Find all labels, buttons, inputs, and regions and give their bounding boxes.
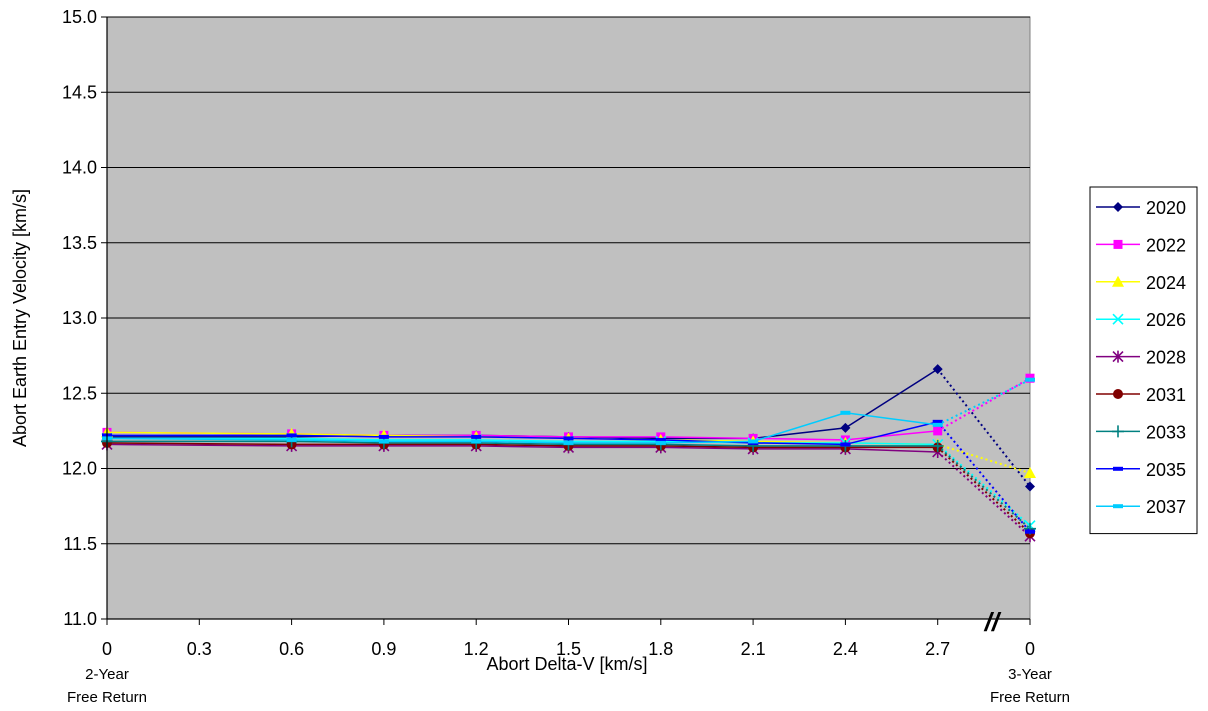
- legend-entry: 2037: [1096, 497, 1186, 517]
- legend-marker: [1113, 504, 1123, 509]
- legend-entry: 2033: [1096, 422, 1186, 442]
- x-tick-label: 0: [102, 639, 112, 659]
- y-tick-label: 11.0: [63, 609, 97, 629]
- series-dotted-segment: [937, 446, 1031, 534]
- legend-marker: [1113, 389, 1123, 399]
- legend-label: 2035: [1146, 460, 1186, 480]
- data-point: [1025, 481, 1035, 492]
- data-point: [933, 426, 943, 436]
- data-point: [840, 442, 851, 447]
- y-tick-label: 11.5: [63, 534, 97, 554]
- data-point: [931, 439, 944, 452]
- y-tick-label: 13.0: [62, 308, 97, 328]
- legend-label: 2026: [1146, 310, 1186, 330]
- legend-label: 2020: [1146, 198, 1186, 218]
- data-point: [840, 422, 851, 433]
- data-point: [1025, 529, 1035, 534]
- y-axis-label: Abort Earth Entry Velocity [km/s]: [10, 189, 30, 447]
- data-point: [840, 410, 851, 415]
- gridlines: [107, 16, 1030, 545]
- data-point: [563, 440, 574, 445]
- x-tick-label: 1.8: [648, 639, 673, 659]
- legend-entry: 2028: [1096, 348, 1186, 368]
- data-point: [1024, 467, 1036, 479]
- axis-break-symbol: //: [984, 607, 1002, 637]
- data-point: [655, 440, 666, 445]
- x-tick-label: 0.3: [187, 639, 212, 659]
- legend-entry: 2022: [1096, 235, 1186, 255]
- y-tick-label: 12.5: [62, 383, 97, 403]
- x-tick-label: 1.2: [464, 639, 489, 659]
- y-tick-label: 12.0: [62, 459, 97, 479]
- x-tick-label: 0: [1025, 639, 1035, 659]
- x-category-note: Free Return: [67, 689, 147, 706]
- legend-marker: [1112, 313, 1124, 325]
- series-2037: [102, 377, 1035, 445]
- x-tick-label: 2.4: [833, 639, 858, 659]
- legend-entry: 2026: [1096, 310, 1186, 330]
- legend-entry: 2020: [1096, 198, 1186, 218]
- legend-marker: [1113, 239, 1123, 249]
- legend-marker: [1113, 202, 1123, 212]
- legend: 2020 2022 2024 2026 2028 2031 2033 2035 2037: [1089, 186, 1198, 535]
- y-tick-label: 14.5: [62, 82, 97, 102]
- data-point: [563, 436, 574, 441]
- legend-marker: [1112, 425, 1124, 438]
- x-tick-label: 2.1: [741, 639, 766, 659]
- y-tick-label: 15.0: [62, 7, 97, 27]
- series-dotted-segment: [937, 445, 1031, 530]
- data-point: [286, 433, 297, 438]
- x-tick-label: 2.7: [925, 639, 950, 659]
- series-dotted-segment: [937, 451, 1031, 537]
- x-category-note: 3-Year: [1008, 666, 1052, 683]
- data-point: [286, 437, 297, 442]
- legend-label: 2022: [1146, 235, 1186, 255]
- x-tick-label: 0.9: [371, 639, 396, 659]
- legend-label: 2028: [1146, 348, 1186, 368]
- data-point: [378, 434, 389, 439]
- legend-entry: 2035: [1096, 460, 1186, 480]
- series-lines: [101, 364, 1036, 543]
- x-axis-label: Abort Delta-V [km/s]: [486, 654, 647, 674]
- series-dotted-segment: [937, 443, 1031, 527]
- data-point: [655, 437, 666, 442]
- data-point: [471, 439, 482, 444]
- data-point: [378, 439, 389, 444]
- data-point: [932, 419, 943, 424]
- data-point: [932, 364, 943, 375]
- legend-marker: [1113, 466, 1123, 471]
- y-tick-label: 14.0: [62, 158, 97, 178]
- series-dotted-segment: [937, 378, 1031, 426]
- x-category-note: 2-Year: [85, 666, 129, 683]
- legend-marker: [1112, 275, 1124, 287]
- data-point: [932, 422, 943, 427]
- x-category-note: Free Return: [990, 689, 1070, 706]
- series-dotted-segment: [936, 421, 1031, 533]
- legend-marker: [1112, 350, 1124, 363]
- legend-entry: 2024: [1096, 273, 1186, 293]
- data-point: [471, 434, 482, 439]
- legend-label: 2024: [1146, 273, 1186, 293]
- legend-entry: 2031: [1096, 385, 1186, 405]
- tick-labels: 11.0 11.5 12.0 12.5 13.0 13.5 14.0 14.5 15.0 0 0.3…: [62, 7, 1070, 706]
- x-tick-label: 0.6: [279, 639, 304, 659]
- data-point: [748, 439, 759, 444]
- legend-label: 2031: [1146, 385, 1186, 405]
- series-dotted-segment: [937, 443, 1031, 474]
- legend-label: 2037: [1146, 497, 1186, 517]
- y-tick-label: 13.5: [62, 233, 97, 253]
- data-point: [1025, 377, 1035, 382]
- x-tick-label: 1.5: [556, 639, 581, 659]
- legend-label: 2033: [1146, 422, 1186, 442]
